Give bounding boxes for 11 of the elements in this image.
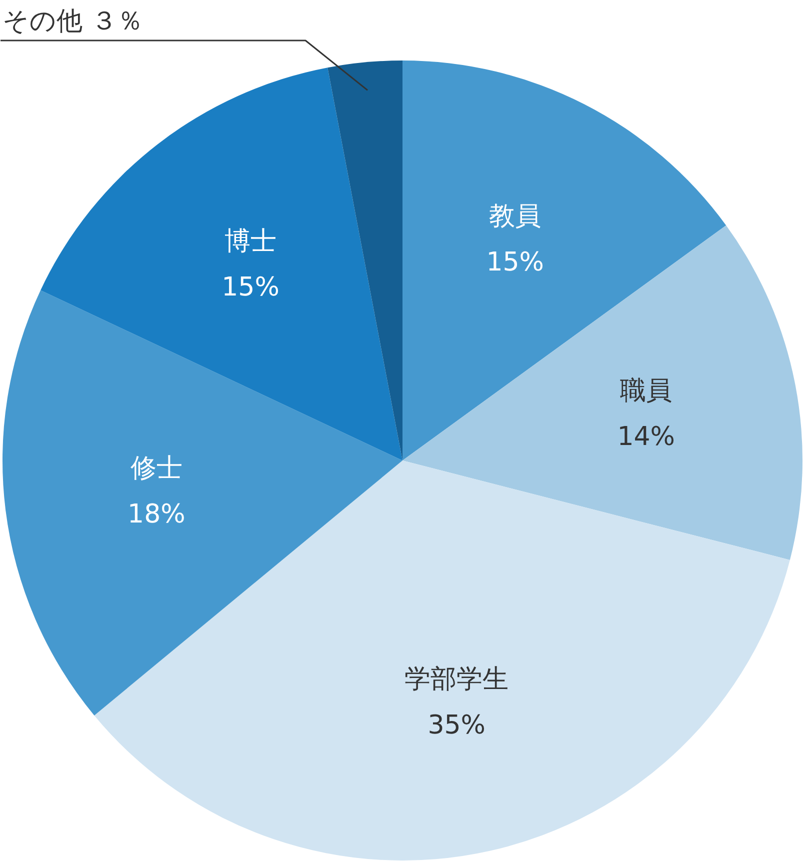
data-label: 15% [486,248,544,278]
slice-label: 教員 [489,202,542,232]
data-label: 35% [428,710,486,741]
slice-label: その他 ３％ [2,6,143,36]
slice-label: 修士 [130,454,182,484]
slice-label: 職員 [620,376,672,406]
data-label: 14% [617,422,676,452]
data-label: 15% [222,272,280,303]
data-label: 18% [128,500,186,530]
slice-label: 学部学生 [404,664,509,695]
slice-label: 博士 [224,226,276,257]
